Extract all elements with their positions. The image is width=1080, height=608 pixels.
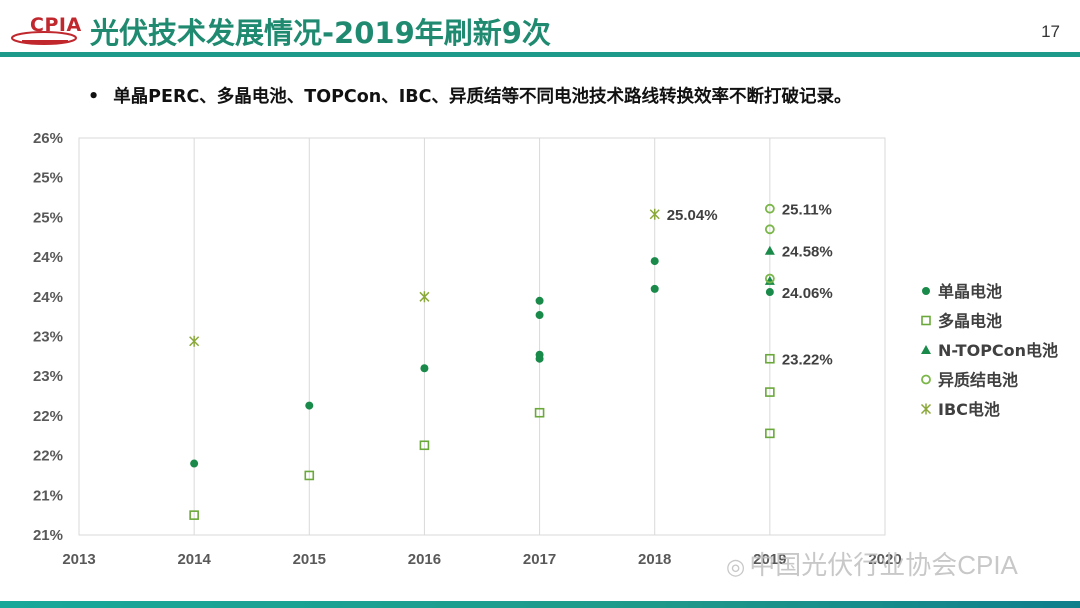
y-tick-label: 24% (33, 249, 63, 266)
y-tick-label: 26% (33, 130, 63, 147)
axis-layer: 2013 2014 2015 2016 2017 2018 2019 2020 21% 21% 22… (33, 130, 902, 568)
data-point (764, 245, 775, 255)
marks-layer (189, 203, 775, 520)
y-tick-label: 25% (33, 170, 63, 187)
annotation-layer: 25.04% 25.11% 24.58% 24.06% 23.22% (667, 202, 833, 369)
page-title: 光伏技术发展情况-2019年刷新9次 (90, 16, 551, 50)
wechat-icon: ◎ (726, 554, 746, 579)
watermark: ◎ 中国光伏行业协会CPIA (726, 545, 1018, 582)
data-point (764, 273, 775, 284)
data-point (535, 296, 544, 305)
y-tick-label: 25% (33, 209, 63, 226)
y-tick-label: 24% (33, 289, 63, 306)
data-label: 24.06% (782, 285, 833, 302)
cpia-logo: CPIA (8, 6, 84, 48)
x-tick-label: 2017 (523, 551, 556, 568)
x-tick-label: 2013 (62, 551, 95, 568)
footer-bar (0, 601, 1080, 608)
x-tick-label: 2018 (638, 551, 671, 568)
legend-label: 多晶电池 (938, 312, 1002, 331)
data-point (765, 428, 775, 439)
bullet-point: • 单晶PERC、多晶电池、TOPCon、IBC、异质结等不同电池技术路线转换效率… (88, 83, 851, 108)
data-point (419, 291, 430, 303)
data-point (419, 440, 430, 451)
legend-marker (921, 345, 931, 354)
data-point (304, 470, 315, 481)
data-point (650, 257, 659, 266)
data-point (764, 224, 775, 235)
page-number: 17 (1041, 22, 1060, 41)
legend-label: 异质结电池 (938, 371, 1018, 390)
data-point (765, 387, 775, 397)
y-tick-label: 22% (33, 408, 63, 425)
legend-label: N-TOPCon电池 (938, 341, 1058, 360)
legend-label: IBC电池 (938, 400, 1000, 419)
data-point (535, 354, 544, 363)
x-tick-label: 2019 (753, 551, 786, 568)
data-point (189, 510, 199, 520)
grid-layer (78, 137, 886, 536)
y-tick-label: 21% (33, 527, 63, 544)
y-tick-label: 23% (33, 368, 63, 385)
data-point (650, 284, 659, 293)
data-label: 24.58% (782, 244, 833, 261)
watermark-text: 中国光伏行业协会CPIA (749, 550, 1018, 580)
data-point (764, 203, 775, 214)
legend-label: 单晶电池 (938, 282, 1002, 301)
data-point (420, 364, 429, 373)
logo-swoosh (11, 31, 77, 45)
x-tick-label: 2015 (293, 551, 326, 568)
data-point (535, 311, 544, 320)
legend-marker (920, 403, 932, 415)
y-tick-label: 22% (33, 448, 63, 465)
data-point (765, 353, 775, 364)
data-point (190, 459, 199, 468)
y-tick-label: 21% (33, 487, 63, 504)
plot-frame (78, 137, 886, 536)
x-tick-label: 2016 (408, 551, 441, 568)
data-point (305, 401, 314, 410)
bullet-marker: • (88, 87, 100, 107)
x-tick-label: 2014 (177, 551, 211, 568)
data-label: 25.04% (667, 207, 718, 224)
logo-text: CPIA (30, 14, 82, 36)
legend-marker (921, 315, 931, 326)
data-point (189, 335, 200, 347)
y-tick-label: 23% (33, 329, 63, 346)
data-point (534, 407, 545, 418)
bullet-text: 单晶PERC、多晶电池、TOPCon、IBC、异质结等不同电池技术路线转换效率不… (113, 87, 852, 107)
header-divider (0, 52, 1080, 57)
data-label: 23.22% (782, 352, 833, 369)
data-label: 25.11% (782, 202, 832, 219)
legend-marker (921, 374, 931, 385)
legend-marker (922, 287, 930, 295)
x-tick-label: 2020 (868, 551, 901, 568)
data-point (649, 208, 660, 220)
data-point (765, 288, 774, 297)
